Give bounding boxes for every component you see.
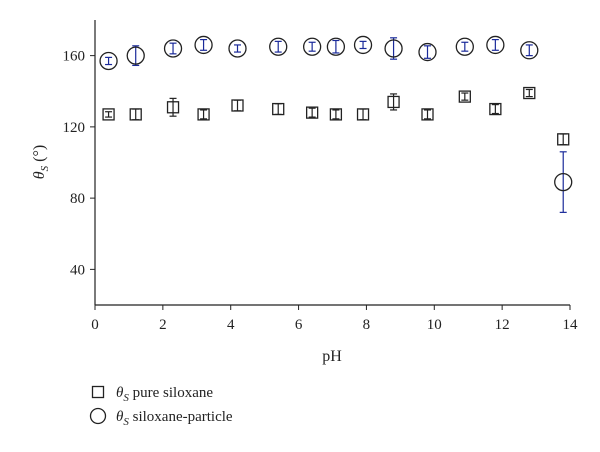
x-tick-label: 14: [563, 317, 579, 333]
marks: [99, 35, 573, 213]
data-point: [326, 37, 346, 56]
x-tick-label: 10: [427, 317, 442, 333]
y-axis-label-unit: (°): [31, 145, 48, 166]
data-point: [269, 37, 288, 56]
data-point: [384, 39, 403, 58]
y-axis-label: θS (°): [31, 145, 51, 179]
legend-sub: S: [123, 392, 129, 404]
series-pure-siloxane: [102, 86, 570, 146]
data-point: [194, 35, 213, 55]
y-axis-label-symbol: θ: [31, 171, 48, 179]
data-point: [418, 42, 437, 62]
data-point: [126, 46, 145, 65]
data-point: [458, 90, 471, 103]
data-point: [486, 35, 505, 55]
y-tick-label: 120: [63, 120, 86, 136]
legend-entry: θS siloxane-particle: [116, 409, 233, 428]
data-point: [523, 86, 536, 100]
x-axis-label: pH: [322, 348, 342, 365]
data-point: [129, 108, 142, 121]
legend-symbol: θ: [116, 385, 124, 401]
data-point: [557, 133, 570, 146]
data-point: [455, 37, 474, 56]
data-point: [305, 106, 319, 119]
legend-label: pure siloxane: [129, 385, 213, 401]
data-point: [554, 172, 573, 192]
data-point: [329, 108, 343, 121]
data-point: [166, 101, 180, 114]
data-point: [163, 39, 183, 58]
data-point: [489, 102, 502, 116]
data-point: [99, 51, 118, 71]
legend-symbol: θ: [116, 409, 124, 425]
legend-label: siloxane-particle: [129, 409, 233, 425]
x-tick-label: 6: [295, 317, 303, 333]
legend-marker: [91, 385, 105, 399]
x-tick-label: 4: [227, 317, 235, 333]
x-tick-label: 0: [91, 317, 99, 333]
x-tick-label: 8: [363, 317, 371, 333]
legend-entry: θS pure siloxane: [116, 385, 213, 404]
axes: [94, 20, 570, 306]
y-tick-label: 80: [70, 191, 85, 207]
x-tick-label: 2: [159, 317, 167, 333]
data-point: [102, 108, 115, 121]
data-point: [421, 108, 434, 121]
data-point: [387, 95, 400, 109]
data-point: [197, 108, 210, 121]
series-siloxane-particle: [99, 35, 573, 213]
y-tick-label: 40: [70, 262, 85, 278]
x-tick-label: 12: [495, 317, 510, 333]
ticks: 0 2 4 6 8 10 12 14 40 80 120 160: [63, 49, 579, 333]
data-point: [272, 102, 285, 116]
legend-sub: S: [123, 416, 129, 428]
data-point: [231, 99, 244, 112]
data-point: [520, 41, 539, 60]
data-point: [302, 37, 322, 56]
data-point: [353, 35, 373, 55]
data-point: [356, 108, 370, 121]
legend-marker: [89, 407, 107, 425]
y-tick-label: 160: [63, 49, 86, 65]
y-axis-label-sub: S: [39, 165, 51, 171]
data-point: [228, 39, 247, 58]
